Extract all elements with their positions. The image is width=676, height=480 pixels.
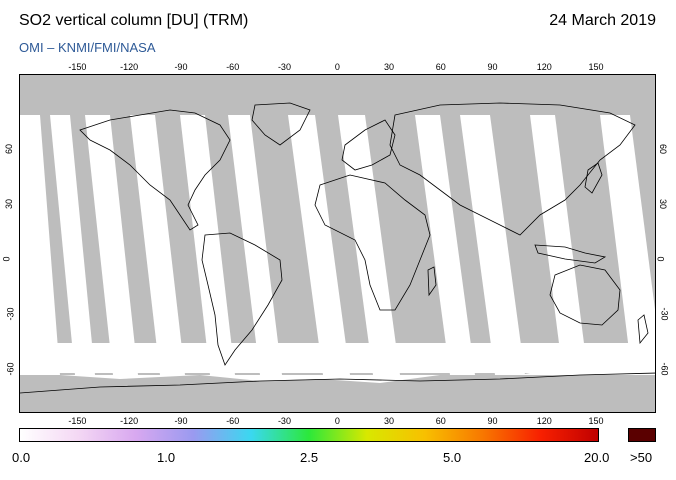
longitude-tick-label: 60 (435, 62, 446, 72)
orbit-swath (530, 115, 588, 375)
latitude-tick-label: 30 (4, 198, 15, 210)
new-zealand-coast (637, 314, 649, 345)
orbit-swath (85, 115, 138, 375)
latitude-tick-label: -60 (659, 362, 670, 376)
latitude-tick-label: -30 (659, 307, 670, 321)
orbit-swath (180, 115, 235, 375)
map-date: 24 March 2019 (549, 12, 656, 29)
colorbar (19, 428, 599, 442)
latitude-tick-label: -30 (5, 307, 16, 321)
longitude-tick-label: -150 (68, 416, 87, 426)
southern-white-band (20, 343, 655, 373)
japan-coast (584, 162, 603, 194)
australia-coast (549, 264, 621, 326)
colorbar-label-4: 20.0 (584, 450, 610, 465)
orbit-swaths (20, 115, 655, 383)
orbit-swath (50, 115, 95, 375)
longitude-tick-label: 0 (334, 416, 340, 426)
latitude-tick-label: 60 (658, 143, 669, 155)
europe-coast (341, 119, 396, 171)
colorbar-label-3: 5.0 (443, 450, 462, 465)
data-credit: OMI – KNMI/FMI/NASA (19, 40, 156, 55)
longitude-tick-label: -120 (120, 62, 139, 72)
north-america-coast (79, 109, 231, 231)
longitude-tick-label: 120 (536, 62, 552, 72)
latitude-tick-label: 0 (655, 256, 666, 262)
longitude-tick-label: -120 (120, 416, 139, 426)
madagascar-coast (427, 266, 437, 297)
africa-coast (314, 174, 431, 311)
longitude-tick-label: -90 (174, 62, 188, 72)
latitude-tick-label: 60 (4, 143, 15, 155)
colorbar-overflow-label: >50 (630, 450, 653, 465)
longitude-tick-label: -90 (174, 416, 188, 426)
longitude-tick-label: 0 (334, 62, 340, 72)
south-america-coast (201, 232, 283, 366)
asia-coast (389, 102, 636, 236)
longitude-tick-label: 90 (487, 62, 498, 72)
orbit-swath (600, 115, 655, 375)
longitude-tick-label: -60 (226, 416, 240, 426)
latitude-tick-label: -60 (5, 362, 16, 376)
longitude-tick-label: 30 (384, 62, 395, 72)
longitude-tick-label: 60 (435, 416, 446, 426)
orbit-swath (288, 115, 350, 375)
longitude-tick-label: -60 (226, 62, 240, 72)
world-map (19, 74, 656, 413)
longitude-tick-label: -150 (68, 62, 87, 72)
greenland-coast (251, 102, 311, 146)
colorbar-overflow-swatch (628, 428, 656, 442)
latitude-tick-label: 30 (658, 198, 669, 210)
coastlines (20, 102, 655, 394)
longitude-tick-label: 90 (487, 416, 498, 426)
longitude-tick-label: 150 (588, 416, 604, 426)
colorbar-label-2: 2.5 (300, 450, 319, 465)
longitude-tick-label: 150 (588, 62, 604, 72)
so2-map-svg (20, 75, 655, 412)
map-title: SO2 vertical column [DU] (TRM) (19, 12, 249, 29)
indonesia-coast (534, 244, 607, 264)
latitude-tick-label: 0 (1, 256, 12, 262)
orbit-swath (130, 115, 185, 375)
longitude-tick-label: 120 (536, 416, 552, 426)
longitude-tick-label: 30 (384, 416, 395, 426)
orbit-swath (460, 115, 525, 375)
colorbar-label-0: 0.0 (12, 450, 31, 465)
orbit-swath (20, 115, 60, 375)
longitude-tick-label: -30 (277, 416, 291, 426)
antarctica-coast (20, 372, 655, 394)
orbit-swath (415, 115, 475, 375)
colorbar-label-1: 1.0 (157, 450, 176, 465)
longitude-tick-label: -30 (277, 62, 291, 72)
